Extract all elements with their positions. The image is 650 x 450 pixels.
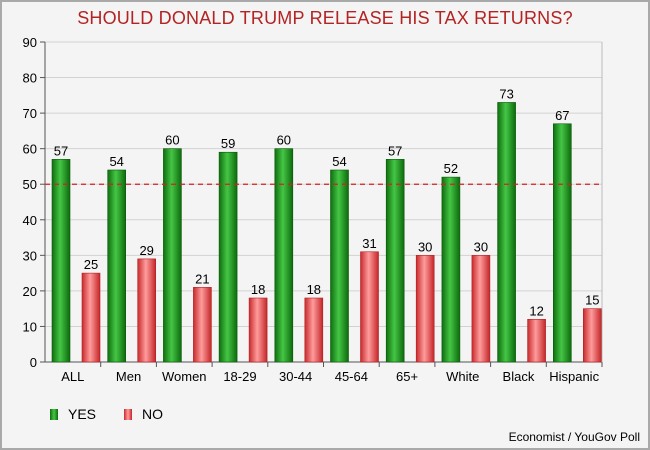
bar-yes	[330, 169, 349, 363]
data-label-no: 18	[307, 282, 321, 297]
x-tick-label: Women	[162, 369, 207, 384]
bar-no	[527, 319, 546, 363]
data-label-yes: 60	[165, 133, 179, 148]
x-tick-label: 45-64	[335, 369, 368, 384]
x-tick-label: Black	[503, 369, 535, 384]
y-tick-label: 10	[23, 319, 37, 334]
bar-no	[582, 308, 602, 363]
bar-no	[471, 255, 491, 363]
bar-yes	[552, 123, 572, 363]
data-label-yes: 57	[54, 143, 68, 158]
y-tick-label: 90	[23, 35, 37, 50]
chart-legend: YES NO	[50, 406, 191, 422]
legend-item-no: NO	[124, 406, 163, 422]
data-label-no: 30	[418, 239, 432, 254]
x-tick-label: 18-29	[223, 369, 256, 384]
bar-yes	[274, 148, 294, 363]
legend-label-no: NO	[142, 406, 164, 422]
legend-item-yes: YES	[50, 406, 96, 422]
legend-swatch-yes	[50, 408, 58, 420]
y-tick-label: 60	[23, 142, 37, 157]
x-tick-label: 65+	[396, 369, 418, 384]
x-tick-label: ALL	[61, 369, 84, 384]
bar-yes	[218, 151, 238, 363]
plot-area	[45, 42, 602, 362]
bar-yes	[107, 169, 126, 363]
x-tick-label: Men	[116, 369, 141, 384]
bar-no	[193, 287, 212, 363]
legend-label-yes: YES	[68, 406, 97, 422]
data-label-no: 18	[251, 282, 265, 297]
y-tick-label: 80	[23, 71, 37, 86]
y-tick-label: 30	[23, 248, 37, 263]
data-label-yes: 54	[109, 154, 123, 169]
y-tick-label: 20	[23, 284, 37, 299]
source-note: Economist / YouGov Poll	[508, 430, 640, 444]
data-label-no: 12	[529, 303, 543, 318]
bar-yes	[163, 148, 182, 363]
data-label-yes: 59	[221, 136, 235, 151]
data-label-yes: 57	[388, 143, 402, 158]
data-label-yes: 73	[499, 86, 513, 101]
bar-yes	[385, 159, 405, 363]
chart-title: SHOULD DONALD TRUMP RELEASE HIS TAX RETU…	[77, 8, 573, 28]
bar-yes	[497, 102, 516, 363]
bar-yes	[51, 159, 71, 363]
bar-yes	[441, 176, 461, 363]
y-tick-label: 70	[23, 106, 37, 121]
data-label-no: 15	[585, 293, 599, 308]
data-label-yes: 60	[277, 133, 291, 148]
x-tick-label: 30-44	[279, 369, 312, 384]
x-tick-label: White	[446, 369, 479, 384]
y-tick-label: 50	[23, 177, 37, 192]
data-label-no: 29	[139, 243, 153, 258]
y-tick-label: 40	[23, 213, 37, 228]
data-label-no: 30	[474, 239, 488, 254]
bar-no	[137, 258, 156, 363]
bar-no	[415, 255, 435, 363]
data-label-yes: 67	[555, 108, 569, 123]
data-label-no: 21	[195, 271, 209, 286]
data-label-yes: 54	[332, 154, 346, 169]
legend-swatch-no	[124, 408, 133, 420]
y-tick-label: 0	[30, 355, 37, 370]
x-tick-label: Hispanic	[549, 369, 599, 384]
bar-no	[81, 272, 101, 363]
data-label-yes: 52	[444, 161, 458, 176]
data-label-no: 31	[362, 236, 376, 251]
data-label-no: 25	[84, 257, 98, 272]
bar-no	[360, 251, 379, 363]
bar-no	[248, 297, 268, 363]
bar-no	[304, 297, 324, 363]
